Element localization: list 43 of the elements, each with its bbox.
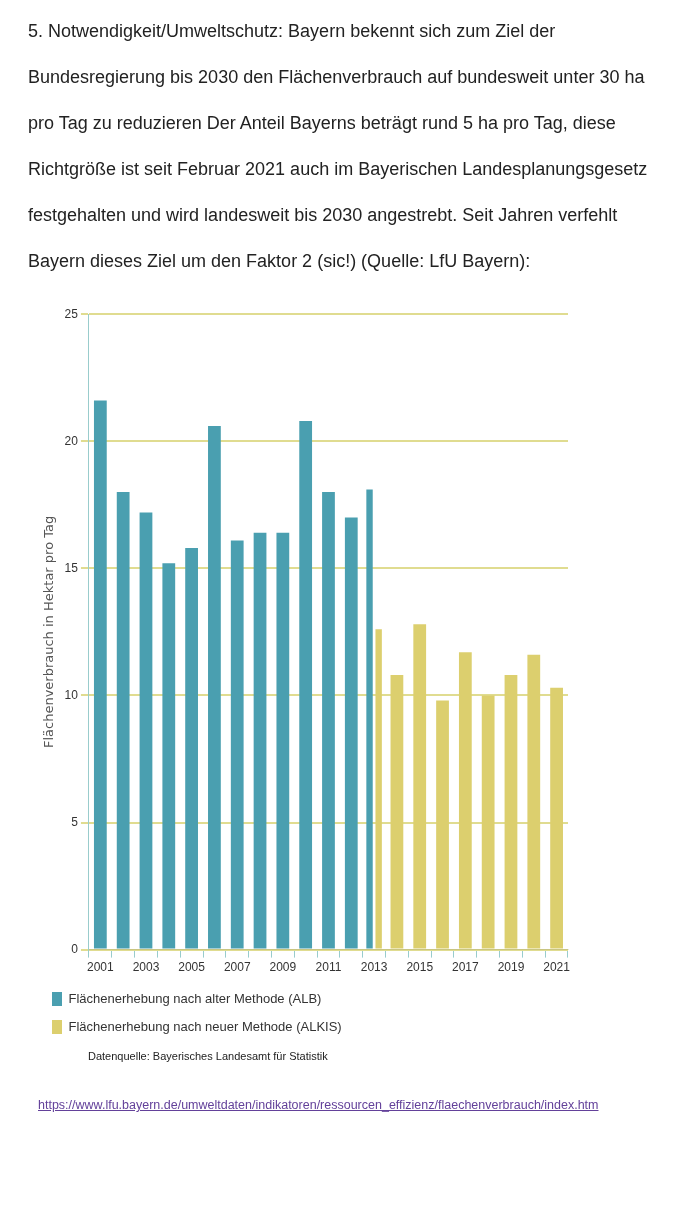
y-tick-label: 5 — [71, 814, 79, 829]
bar — [322, 492, 335, 949]
bar — [162, 563, 176, 949]
x-tick-label: 2019 — [497, 960, 525, 975]
bar — [230, 540, 244, 949]
bar — [185, 548, 198, 949]
bar — [93, 400, 107, 949]
y-tick-label: 15 — [64, 560, 79, 575]
bar — [116, 492, 130, 949]
y-tick-label: 20 — [64, 433, 79, 448]
x-tick-label: 2001 — [87, 960, 115, 975]
bar — [481, 695, 495, 949]
x-tick-label: 2003 — [132, 960, 160, 975]
x-tick-label: 2021 — [543, 960, 571, 975]
bar — [413, 624, 427, 949]
bar — [253, 532, 267, 949]
bar — [550, 687, 563, 949]
y-axis-title: Flächenverbrauch in Hektar pro Tag — [41, 515, 57, 749]
x-tick-label: 2013 — [360, 960, 388, 975]
bar — [436, 700, 449, 949]
bar — [390, 675, 404, 949]
bar — [344, 517, 358, 949]
x-tick-label: 2005 — [178, 960, 206, 975]
bar — [458, 652, 472, 949]
x-tick-label: 2007 — [223, 960, 251, 975]
bar — [299, 420, 313, 949]
x-tick-label: 2011 — [315, 960, 342, 975]
bar — [139, 512, 153, 949]
x-tick-label: 2015 — [406, 960, 434, 975]
x-tick-label: 2009 — [269, 960, 297, 975]
text: Datenquelle: Bayerisches Landesamt für Statistik — [88, 1050, 329, 1062]
x-tick-label: 2017 — [451, 960, 480, 975]
bar — [208, 426, 221, 949]
legend-label: Flächenerhebung nach neuer Methode (ALKIS) — [68, 1018, 342, 1034]
y-tick-label: 10 — [64, 687, 79, 702]
legend-label: Flächenerhebung nach alter Methode (ALB) — [68, 990, 322, 1006]
chart-title: 5. Notwendigkeit/Umweltschutz: Bayern bekennt sich zum Ziel der Bundesregierung bis 2030 den Flächenverbrauch auf bundesweit unter 30 ha pro Tag zu reduzieren Der Anteil Bayerns beträgt rund 5 ha pro Tag, diese Richtgröße ist seit Februar 2021 auch im Bayerischen Landesplanungsgesetz festgehalten und wird landesweit bis 2030 angestrebt. Seit Jahren verfehlt Bayern dieses Ziel um den Faktor 2 (sic!) (Quelle: LfU Bayern): — [28, 21, 648, 271]
bar — [276, 532, 290, 949]
bar — [527, 654, 541, 949]
bar — [504, 675, 518, 949]
y-tick-label: 0 — [71, 941, 79, 956]
text: https://www.lfu.bayern.de/umweltdaten/indikatoren/ressourcen_effizienz/flaechenverbrauch/index.htm — [38, 1098, 600, 1112]
y-tick-label: 25 — [64, 306, 79, 321]
